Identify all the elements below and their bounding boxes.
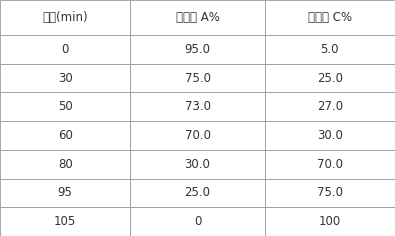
Bar <box>0 179 130 207</box>
Bar <box>130 64 265 93</box>
Bar <box>265 150 395 179</box>
Bar <box>130 121 265 150</box>
Bar <box>265 179 395 207</box>
Text: 30.0: 30.0 <box>184 158 211 171</box>
Text: 流动相 A%: 流动相 A% <box>175 11 220 24</box>
Bar <box>130 35 265 64</box>
Bar <box>0 150 130 179</box>
Bar <box>265 121 395 150</box>
Text: 95: 95 <box>58 186 73 199</box>
Text: 95.0: 95.0 <box>184 43 211 56</box>
Text: 80: 80 <box>58 158 73 171</box>
Bar <box>0 35 130 64</box>
Bar <box>0 93 130 121</box>
Bar <box>0 64 130 93</box>
Bar <box>265 0 395 35</box>
Text: 25.0: 25.0 <box>317 72 343 84</box>
Text: 75.0: 75.0 <box>184 72 211 84</box>
Bar <box>265 35 395 64</box>
Bar <box>265 207 395 236</box>
Text: 30.0: 30.0 <box>317 129 343 142</box>
Bar <box>130 150 265 179</box>
Text: 0: 0 <box>62 43 69 56</box>
Text: 70.0: 70.0 <box>184 129 211 142</box>
Bar <box>0 207 130 236</box>
Text: 50: 50 <box>58 100 73 113</box>
Text: 5.0: 5.0 <box>321 43 339 56</box>
Bar <box>130 93 265 121</box>
Text: 0: 0 <box>194 215 201 228</box>
Text: 60: 60 <box>58 129 73 142</box>
Text: 30: 30 <box>58 72 73 84</box>
Bar <box>130 207 265 236</box>
Bar <box>265 64 395 93</box>
Text: 105: 105 <box>54 215 76 228</box>
Text: 75.0: 75.0 <box>317 186 343 199</box>
Text: 25.0: 25.0 <box>184 186 211 199</box>
Bar <box>130 179 265 207</box>
Text: 时间(min): 时间(min) <box>42 11 88 24</box>
Text: 70.0: 70.0 <box>317 158 343 171</box>
Bar <box>0 121 130 150</box>
Bar <box>265 93 395 121</box>
Text: 27.0: 27.0 <box>317 100 343 113</box>
Text: 73.0: 73.0 <box>184 100 211 113</box>
Text: 流动相 C%: 流动相 C% <box>308 11 352 24</box>
Bar <box>0 0 130 35</box>
Bar <box>130 0 265 35</box>
Text: 100: 100 <box>319 215 341 228</box>
